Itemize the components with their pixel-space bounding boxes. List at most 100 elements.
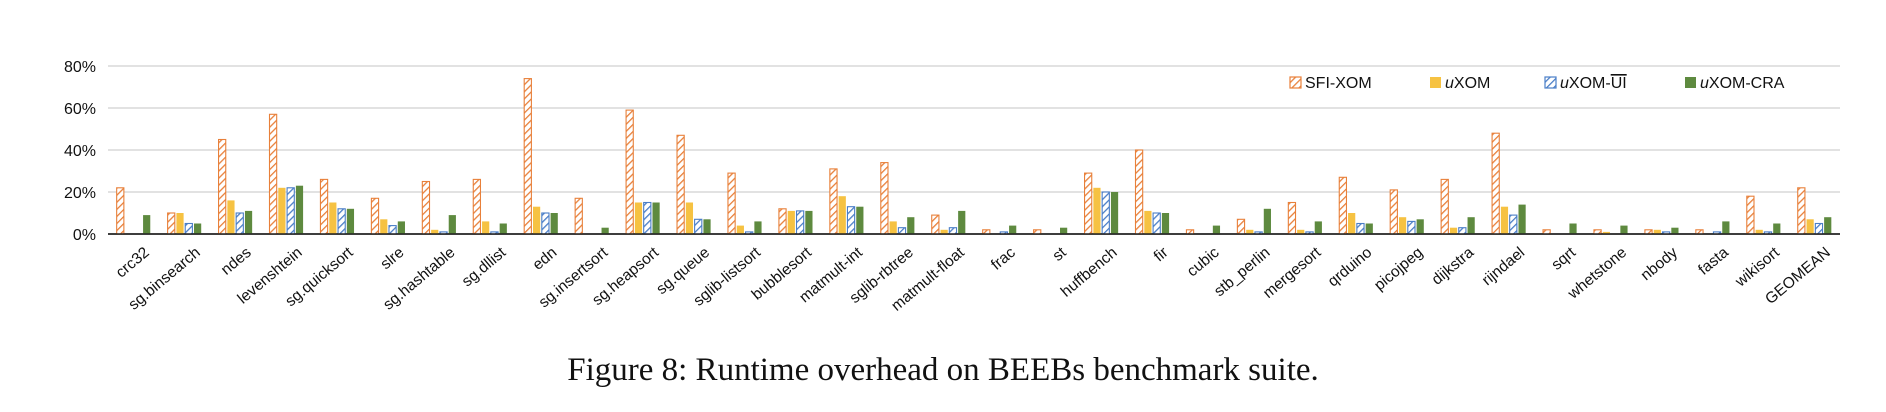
bar-group (370, 197, 405, 235)
bar-uxom-ui (795, 210, 805, 235)
bar-uxom (1399, 217, 1407, 234)
y-tick-label: 0% (73, 227, 96, 244)
bar-group (1084, 172, 1119, 235)
bar-uxom (329, 202, 337, 234)
x-tick-label: mergesort (1260, 244, 1325, 302)
legend-item: uXOM-CRA (1685, 75, 1785, 92)
x-tick-label: sqrt (1548, 244, 1579, 274)
bar-group (1338, 176, 1373, 235)
y-tick-label: 60% (64, 101, 96, 118)
bar-sfi-xom (167, 212, 176, 235)
bar-uxom-cra (1569, 223, 1577, 234)
bar-uxom-ui (694, 218, 703, 235)
bar-sfi-xom (778, 208, 787, 235)
bar-uxom-ui (1814, 222, 1824, 235)
bar-sfi-xom (218, 138, 227, 235)
bar-sfi-xom (1338, 176, 1348, 235)
bar-uxom-cra (448, 215, 456, 234)
bar-uxom (1449, 227, 1458, 234)
bar-uxom-cra (295, 185, 304, 234)
x-tick-label: edn (530, 244, 561, 274)
bar-uxom-ui (643, 201, 652, 235)
bar-sfi-xom (523, 78, 532, 235)
bar-uxom (685, 202, 694, 234)
bar-group (625, 109, 660, 235)
bar-uxom (634, 202, 643, 234)
bar-uxom-cra (907, 217, 915, 234)
bar-uxom-cra (856, 206, 864, 234)
x-tick-label: qrduino (1325, 244, 1376, 290)
bar-uxom-cra (1314, 221, 1322, 234)
bar-uxom-ui (286, 187, 295, 235)
bar-uxom-ui (235, 212, 244, 235)
legend-label: uXOM (1445, 75, 1490, 92)
bar-uxom (533, 206, 541, 234)
legend-swatch (1685, 77, 1696, 88)
bar-uxom (1144, 210, 1152, 234)
bar-uxom-cra (1060, 227, 1068, 234)
bar-group (218, 138, 253, 235)
bar-uxom-ui (337, 208, 346, 235)
bar-uxom-cra (1416, 219, 1424, 234)
bar-uxom (1246, 229, 1254, 234)
bar-uxom-ui (846, 206, 856, 235)
bar-group (319, 178, 355, 235)
bar-group (268, 113, 304, 235)
bar-sfi-xom (1236, 218, 1246, 235)
bar-uxom-cra (397, 221, 405, 234)
bar-group (829, 168, 864, 235)
legend-swatch (1544, 76, 1557, 89)
bar-group (1593, 225, 1628, 235)
y-tick-label: 80% (64, 59, 96, 76)
bar-group (1695, 221, 1730, 235)
bar-group (167, 212, 202, 235)
bar-group (1644, 227, 1679, 235)
legend-swatch (1289, 76, 1302, 89)
bar-uxom-cra (1773, 223, 1781, 234)
x-tick-label: fasta (1695, 244, 1732, 279)
bar-sfi-xom (880, 162, 889, 235)
bar-sfi-xom (1440, 178, 1449, 235)
bar-uxom (838, 196, 846, 234)
bar-uxom-cra (1110, 192, 1119, 234)
bar-uxom-cra (1671, 227, 1679, 234)
bar-uxom-cra (1620, 225, 1628, 234)
bar-group (880, 162, 915, 235)
bar-sfi-xom (574, 197, 583, 235)
x-tick-label: slre (377, 244, 407, 273)
bar-uxom (1093, 187, 1101, 234)
bar-uxom-cra (1518, 204, 1526, 234)
bar-sfi-xom (1797, 187, 1806, 235)
bar-uxom-cra (1467, 217, 1475, 234)
bar-uxom (227, 200, 235, 234)
bar-sfi-xom (1287, 201, 1297, 235)
bar-uxom-cra (194, 223, 202, 234)
bar-group (1797, 187, 1832, 235)
bar-sfi-xom (1746, 195, 1755, 235)
bar-uxom-cra (244, 210, 253, 234)
legend-label: uXOM-UI (1560, 75, 1627, 92)
bar-sfi-xom (268, 113, 278, 235)
x-tick-label: picojpeg (1371, 244, 1426, 294)
bar-uxom (1653, 229, 1661, 234)
bar-sfi-xom (116, 187, 125, 235)
x-tick-label: huffbench (1058, 244, 1121, 301)
bar-uxom-cra (1824, 217, 1832, 234)
bar-uxom-ui (948, 227, 958, 235)
bar-uxom (482, 221, 490, 234)
bar-uxom-cra (550, 213, 558, 234)
bar-group (1389, 189, 1424, 235)
bar-uxom-cra (1365, 223, 1373, 234)
bar-uxom (380, 219, 388, 234)
bar-sfi-xom (931, 214, 940, 235)
bar-group (1440, 178, 1475, 235)
bar-sfi-xom (1491, 132, 1500, 235)
bar-uxom-ui (897, 227, 907, 235)
bar-sfi-xom (676, 134, 685, 235)
bar-uxom-ui (1101, 191, 1110, 235)
bar-uxom-cra (958, 210, 966, 234)
bar-uxom-ui (541, 212, 550, 235)
bar-sfi-xom (1389, 189, 1398, 235)
bar-uxom (176, 213, 184, 234)
